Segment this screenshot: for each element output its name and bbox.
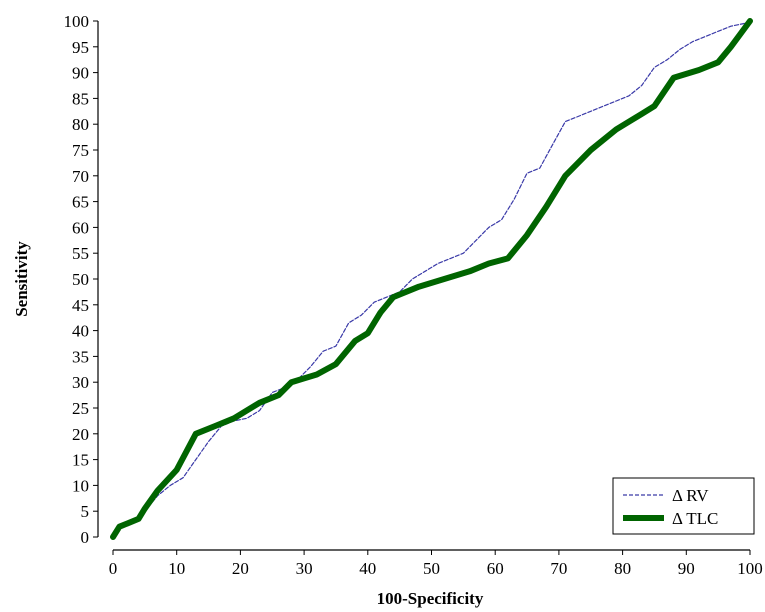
- series-group: [110, 18, 753, 540]
- x-tick-label: 40: [359, 559, 376, 578]
- x-tick-label: 0: [109, 559, 118, 578]
- y-tick-label: 40: [72, 322, 89, 341]
- legend-label-rv: Δ RV: [672, 486, 709, 505]
- legend: Δ RV Δ TLC: [612, 477, 755, 535]
- y-tick-label: 30: [72, 373, 89, 392]
- x-tick-label: 70: [550, 559, 567, 578]
- y-tick-label: 35: [72, 347, 89, 366]
- legend-label-tlc: Δ TLC: [672, 509, 718, 528]
- series-line-tlc: [110, 18, 753, 540]
- y-tick-label: 85: [72, 89, 89, 108]
- y-tick-label: 80: [72, 115, 89, 134]
- x-axis-title: 100-Specificity: [377, 589, 484, 608]
- y-tick-label: 10: [72, 476, 89, 495]
- y-tick-label: 45: [72, 296, 89, 315]
- y-tick-label: 50: [72, 270, 89, 289]
- y-tick-label: 75: [72, 141, 89, 160]
- y-tick-label: 20: [72, 425, 89, 444]
- y-tick-label: 65: [72, 193, 89, 212]
- x-tick-label: 30: [296, 559, 313, 578]
- y-tick-label: 15: [72, 451, 89, 470]
- y-tick-label: 95: [72, 38, 89, 57]
- y-axis-ticks: 0 5 10 15 20 25 30 35 40 45 50 55 60 65 70 75 80 85 90 95 10…: [64, 12, 98, 547]
- y-tick-label: 25: [72, 399, 89, 418]
- x-tick-label: 20: [232, 559, 249, 578]
- x-axis-ticks: 0 10 20 30 40 50 60 70 80 90 100: [109, 550, 763, 578]
- y-tick-label: 5: [81, 502, 90, 521]
- x-tick-label: 100: [737, 559, 763, 578]
- series-line-rv: [112, 20, 751, 538]
- y-tick-label: 55: [72, 244, 89, 263]
- x-tick-label: 80: [614, 559, 631, 578]
- x-tick-label: 50: [423, 559, 440, 578]
- y-tick-label: 100: [64, 12, 90, 31]
- y-tick-label: 0: [81, 528, 90, 547]
- y-axis-title: Sensitivity: [12, 241, 31, 317]
- y-tick-label: 90: [72, 64, 89, 83]
- y-tick-label: 60: [72, 218, 89, 237]
- y-tick-label: 70: [72, 167, 89, 186]
- legend-box: [612, 477, 755, 535]
- x-tick-label: 90: [678, 559, 695, 578]
- x-tick-label: 60: [487, 559, 504, 578]
- x-tick-label: 10: [168, 559, 185, 578]
